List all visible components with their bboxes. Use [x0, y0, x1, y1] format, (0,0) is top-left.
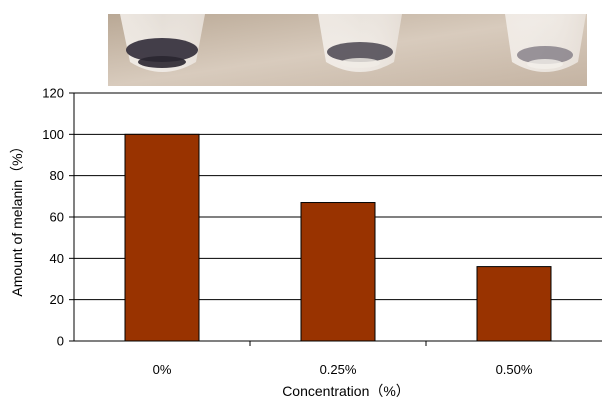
y-tick-label: 120: [42, 86, 64, 101]
tube-0-percent: [120, 14, 205, 72]
x-axis-title: Concentration（%）: [282, 383, 410, 399]
sample-tubes-photo: [108, 14, 587, 86]
y-tick-label: 40: [50, 251, 64, 266]
y-tick-labels: 0 20 40 60 80 100 120: [42, 86, 74, 349]
tube-0-50-percent: [505, 14, 586, 72]
y-tick-label: 0: [57, 334, 64, 349]
melanin-pellet: [126, 38, 198, 62]
melanin-pellet: [327, 42, 393, 62]
x-tick-labels: 0% 0.25% 0.50%: [153, 341, 533, 377]
tube-0-25-percent: [318, 14, 402, 72]
y-axis-title: Amount of melanin（%）: [9, 139, 25, 296]
bars: [124, 133, 552, 342]
y-tick-label: 60: [50, 210, 64, 225]
bar-0.25%: [300, 202, 376, 342]
y-tick-label: 20: [50, 292, 64, 307]
x-tick-label: 0.50%: [496, 362, 533, 377]
y-tick-label: 80: [50, 168, 64, 183]
bar-0.50%: [476, 266, 552, 342]
y-tick-label: 100: [42, 127, 64, 142]
x-tick-label: 0.25%: [320, 362, 357, 377]
melanin-pellet: [517, 46, 573, 64]
bar-0%: [124, 133, 200, 342]
x-tick-label: 0%: [153, 362, 172, 377]
